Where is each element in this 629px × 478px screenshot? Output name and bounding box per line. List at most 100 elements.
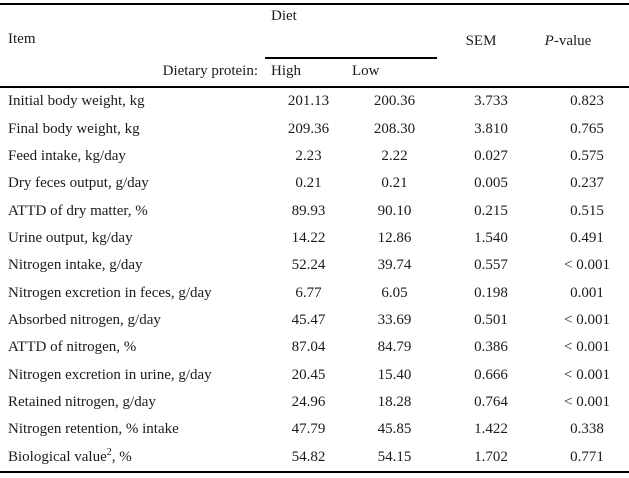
row-high-value: 89.93 — [291, 202, 326, 219]
row-item-label: ATTD of nitrogen, % — [8, 339, 137, 356]
row-high-value: 87.04 — [291, 339, 326, 356]
row-low-value: 0.21 — [381, 175, 408, 192]
row-high-value: 209.36 — [287, 120, 330, 137]
sem-column-header: SEM — [465, 33, 497, 49]
row-low-value: 54.15 — [377, 448, 412, 465]
row-high-value: 2.23 — [295, 147, 322, 164]
row-pvalue: 0.765 — [570, 120, 604, 137]
table-bottom-rule — [0, 471, 629, 473]
pvalue-column-header: P-value — [523, 32, 613, 50]
row-item-label: Feed intake, kg/day — [8, 147, 126, 164]
row-high-value: 52.24 — [291, 257, 326, 274]
row-sem-value: 1.540 — [474, 229, 508, 246]
table-row: Initial body weight, kg 201.13 200.36 3.… — [0, 88, 629, 115]
row-pvalue: 0.001 — [570, 284, 604, 301]
row-low-value: 39.74 — [377, 257, 412, 274]
table-row: Final body weight, kg 209.36 208.30 3.81… — [0, 115, 629, 142]
row-pvalue: 0.338 — [570, 421, 604, 438]
table-header-rule — [0, 86, 629, 88]
row-sem-value: 1.702 — [474, 448, 508, 465]
row-low-value: 208.30 — [373, 120, 416, 137]
row-pvalue: < 0.001 — [564, 394, 610, 411]
table-row: Nitrogen excretion in feces, g/day 6.77 … — [0, 280, 629, 307]
row-sem-value: 1.422 — [474, 421, 508, 438]
row-item-label: Nitrogen retention, % intake — [8, 421, 179, 438]
row-high-value: 47.79 — [291, 421, 326, 438]
row-item-label: Urine output, kg/day — [8, 229, 133, 246]
row-sem-value: 0.764 — [474, 394, 508, 411]
row-low-value: 90.10 — [377, 202, 412, 219]
row-sem-value: 0.557 — [474, 257, 508, 274]
table-row: Nitrogen intake, g/day 52.24 39.74 0.557… — [0, 252, 629, 279]
table-row: Feed intake, kg/day 2.23 2.22 0.027 0.57… — [0, 143, 629, 170]
row-pvalue: 0.237 — [570, 175, 604, 192]
table-row: Urine output, kg/day 14.22 12.86 1.540 0… — [0, 225, 629, 252]
row-item-label: Nitrogen intake, g/day — [8, 257, 143, 274]
row-sem-value: 0.215 — [474, 202, 508, 219]
pvalue-italic-p: P — [544, 33, 554, 49]
row-item-label: Final body weight, kg — [8, 120, 140, 137]
table-row: Nitrogen retention, % intake 47.79 45.85… — [0, 416, 629, 443]
table-row: Dry feces output, g/day 0.21 0.21 0.005 … — [0, 170, 629, 197]
table-row: Absorbed nitrogen, g/day 45.47 33.69 0.5… — [0, 307, 629, 334]
row-low-value: 33.69 — [377, 312, 412, 329]
row-pvalue: 0.823 — [570, 93, 604, 110]
row-item-label: Nitrogen excretion in urine, g/day — [8, 366, 212, 383]
row-high-value: 14.22 — [291, 229, 326, 246]
diet-group-underline — [265, 57, 437, 59]
row-sem-value: 0.198 — [474, 284, 508, 301]
row-high-value: 6.77 — [295, 284, 322, 301]
row-high-value: 45.47 — [291, 312, 326, 329]
row-pvalue: < 0.001 — [564, 366, 610, 383]
row-pvalue: 0.771 — [570, 448, 604, 465]
superscript: 2 — [106, 446, 112, 458]
table-body: Initial body weight, kg 201.13 200.36 3.… — [0, 88, 629, 471]
row-high-value: 0.21 — [295, 175, 322, 192]
row-high-value: 24.96 — [291, 394, 326, 411]
diet-group-header: Diet — [271, 8, 297, 24]
row-sem-value: 3.733 — [474, 93, 508, 110]
row-high-value: 201.13 — [287, 93, 330, 110]
pvalue-rest: -value — [553, 33, 592, 49]
row-high-value: 54.82 — [291, 448, 326, 465]
table-row: ATTD of dry matter, % 89.93 90.10 0.215 … — [0, 197, 629, 224]
row-low-value: 12.86 — [377, 229, 412, 246]
row-item-label: Biological value2, % — [8, 446, 132, 465]
row-sem-value: 0.386 — [474, 339, 508, 356]
row-sem-value: 0.666 — [474, 366, 508, 383]
table-row: ATTD of nitrogen, % 87.04 84.79 0.386 < … — [0, 334, 629, 361]
row-item-label: Retained nitrogen, g/day — [8, 394, 156, 411]
row-low-value: 45.85 — [377, 421, 412, 438]
row-sem-value: 3.810 — [474, 120, 508, 137]
row-pvalue: 0.575 — [570, 147, 604, 164]
row-item-label: Dry feces output, g/day — [8, 175, 149, 192]
row-sem-value: 0.027 — [474, 147, 508, 164]
row-pvalue: 0.515 — [570, 202, 604, 219]
table-row: Retained nitrogen, g/day 24.96 18.28 0.7… — [0, 389, 629, 416]
row-item-label: Initial body weight, kg — [8, 93, 145, 110]
row-high-value: 20.45 — [291, 366, 326, 383]
row-item-label: Nitrogen excretion in feces, g/day — [8, 284, 212, 301]
table-row: Biological value2, % 54.82 54.15 1.702 0… — [0, 444, 629, 471]
table-top-rule — [0, 3, 629, 5]
row-low-value: 6.05 — [381, 284, 408, 301]
row-pvalue: 0.491 — [570, 229, 604, 246]
row-pvalue: < 0.001 — [564, 312, 610, 329]
row-sem-value: 0.005 — [474, 175, 508, 192]
row-low-value: 15.40 — [377, 366, 412, 383]
table-row: Nitrogen excretion in urine, g/day 20.45… — [0, 362, 629, 389]
row-pvalue: < 0.001 — [564, 339, 610, 356]
dietary-protein-subheader: Dietary protein: — [162, 63, 258, 79]
high-column-header: High — [271, 63, 301, 79]
row-item-label: Absorbed nitrogen, g/day — [8, 312, 161, 329]
low-column-header: Low — [352, 63, 380, 79]
row-low-value: 84.79 — [377, 339, 412, 356]
item-column-header: Item — [8, 31, 36, 47]
row-low-value: 2.22 — [381, 147, 408, 164]
row-item-label: ATTD of dry matter, % — [8, 202, 148, 219]
row-low-value: 18.28 — [377, 394, 412, 411]
row-low-value: 200.36 — [373, 93, 416, 110]
row-pvalue: < 0.001 — [564, 257, 610, 274]
row-sem-value: 0.501 — [474, 312, 508, 329]
